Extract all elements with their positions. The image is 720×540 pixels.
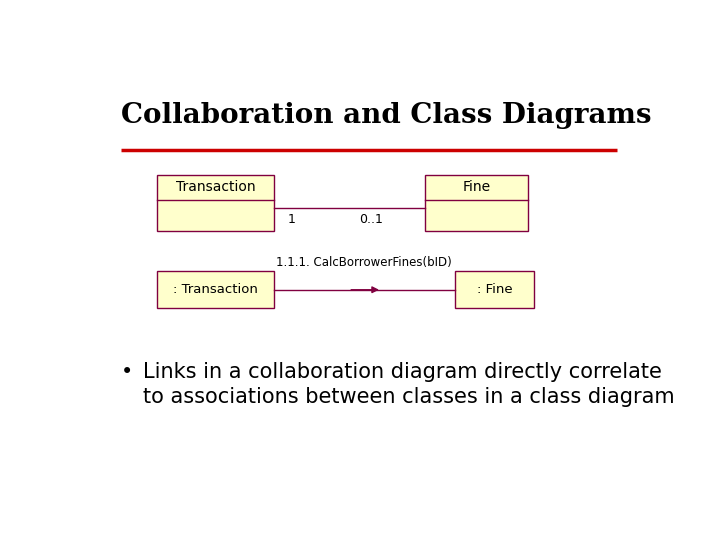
- Text: to associations between classes in a class diagram: to associations between classes in a cla…: [143, 387, 675, 407]
- Bar: [456, 272, 534, 308]
- Text: : Transaction: : Transaction: [173, 284, 258, 296]
- Text: : Fine: : Fine: [477, 284, 513, 296]
- Text: •: •: [121, 362, 133, 382]
- Text: Transaction: Transaction: [176, 180, 256, 194]
- Bar: [157, 272, 274, 308]
- Text: Fine: Fine: [462, 180, 490, 194]
- Bar: [425, 175, 528, 231]
- Text: 0..1: 0..1: [359, 213, 383, 226]
- FancyArrowPatch shape: [351, 287, 377, 293]
- Bar: [157, 175, 274, 231]
- Text: 1.1.1. CalcBorrowerFines(bID): 1.1.1. CalcBorrowerFines(bID): [276, 256, 451, 269]
- Text: Collaboration and Class Diagrams: Collaboration and Class Diagrams: [121, 102, 651, 129]
- Text: 1: 1: [288, 213, 296, 226]
- Text: Links in a collaboration diagram directly correlate: Links in a collaboration diagram directl…: [143, 362, 662, 382]
